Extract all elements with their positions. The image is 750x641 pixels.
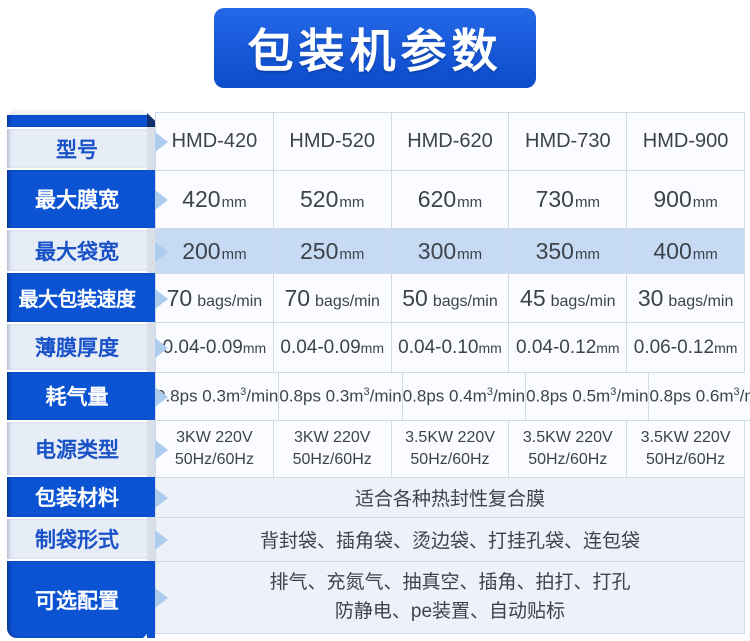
table-row-film-width: 420 mm 520 mm 620 mm 730 mm 900 mm [155,171,745,229]
table-cell: 3KW 220V 50Hz/60Hz [273,421,392,478]
table-cell: HMD-900 [627,113,745,171]
table-cell: 3KW 220V 50Hz/60Hz [156,421,274,478]
row-header-bag-width: 最大袋宽 [7,228,155,273]
row-arrow-icon [155,588,168,608]
row-arrow-icon [155,439,168,460]
row-header-speed: 最大包装速度 [7,273,155,322]
table-cell: 300 mm [391,229,510,274]
row-header-film-width: 最大膜宽 [7,170,155,228]
table-row-material: 适合各种热封性复合膜 [155,478,745,518]
table-cell: 250 mm [273,229,392,274]
row-header-options-label: 可选配置 [35,589,119,613]
table-cell: 350 mm [509,229,628,274]
table-cell: 0.04-0.09 mm [156,323,274,373]
table-cell: 3.5KW 220V 50Hz/60Hz [627,421,745,478]
row-arrow-icon [155,488,168,508]
row-header-options: 可选配置 [7,561,156,639]
table-cell: 420 mm [156,171,274,229]
table-row-model: HMD-420 HMD-520 HMD-620 HMD-730 HMD-900 [155,113,745,171]
table-cell: 45 bags/min [509,274,628,323]
table-cell: 200 mm [156,229,274,274]
table-row-bag-width: 200 mm 250 mm 300 mm 350 mm 400 mm [155,229,745,274]
table-row-bag-form: 背封袋、插角袋、烫边袋、打挂孔袋、连包袋 [155,518,745,562]
row-arrow-icon [155,288,168,309]
row-header-model: 型号 [7,127,155,170]
table-cell: 0.04-0.09 mm [273,323,392,373]
table-cell: 0.8ps 0.6m3/min [649,373,750,421]
table-cell: 0.04-0.12 mm [509,323,628,373]
table-cell-span: 背封袋、插角袋、烫边袋、打挂孔袋、连包袋 [156,518,745,562]
table-cell: 70 bags/min [273,274,392,323]
stack-top-bevel [7,108,147,115]
row-arrow-icon [155,338,168,358]
row-header-power: 电源类型 [7,420,155,477]
table-cell: 70 bags/min [156,274,274,323]
table-cell-span: 适合各种热封性复合膜 [156,478,745,518]
stack-top-corner [147,113,155,127]
table-cell: 3.5KW 220V 50Hz/60Hz [509,421,628,478]
row-arrow-icon [155,241,168,262]
table-cell: 50 bags/min [391,274,510,323]
table-cell: 400 mm [627,229,745,274]
table-row-options: 排气、充氮气、抽真空、插角、拍打、打孔 防静电、pe装置、自动贴标 [155,562,745,634]
stack-top-band [7,113,155,127]
table-cell: 0.8ps 0.4m3/min [402,373,527,421]
row-arrow-icon [155,387,168,407]
table-cell: HMD-520 [273,113,392,171]
row-header-thickness: 薄膜厚度 [7,322,155,372]
table-row-air: 0.8ps 0.3m3/min 0.8ps 0.3m3/min 0.8ps 0.… [155,373,750,421]
table-cell: 0.8ps 0.3m3/min [156,373,280,421]
table-cell: 0.04-0.10 mm [391,323,510,373]
row-header-stack: 型号 最大膜宽 最大袋宽 最大包装速度 薄膜厚度 耗气量 电源类型 包装材料 制… [7,108,156,639]
table-row-thickness: 0.04-0.09 mm 0.04-0.09 mm 0.04-0.10 mm 0.04… [155,323,745,373]
table-cell: HMD-730 [509,113,628,171]
row-arrow-icon [155,530,168,550]
table-cell: 730 mm [509,171,628,229]
row-header-bag-form: 制袋形式 [7,517,155,561]
row-arrow-icon [155,132,168,152]
table-cell: 620 mm [391,171,510,229]
stack-bottom-corner [142,625,156,639]
table-cell: 520 mm [273,171,392,229]
row-header-material: 包装材料 [7,477,155,517]
table-cell: 30 bags/min [627,274,745,323]
table-cell: HMD-620 [391,113,510,171]
table-cell: 0.8ps 0.5m3/min [526,373,650,421]
row-arrow-icon [155,190,168,210]
table-cell-span: 排气、充氮气、抽真空、插角、拍打、打孔 防静电、pe装置、自动贴标 [156,562,745,634]
table-cell: 3.5KW 220V 50Hz/60Hz [391,421,510,478]
table-cell: 900 mm [627,171,745,229]
row-header-air: 耗气量 [7,372,155,420]
table-cell: HMD-420 [156,113,274,171]
table-row-speed: 70 bags/min 70 bags/min 50 bags/min 45 bags/… [155,274,745,323]
page-title: 包装机参数 [214,8,536,88]
table-cell: 0.8ps 0.3m3/min [279,373,403,421]
table-row-power: 3KW 220V 50Hz/60Hz 3KW 220V 50Hz/60Hz 3.5K… [155,421,745,478]
table-cell: 0.06-0.12 mm [627,323,745,373]
spec-table: HMD-420 HMD-520 HMD-620 HMD-730 HMD-900 … [155,112,750,634]
